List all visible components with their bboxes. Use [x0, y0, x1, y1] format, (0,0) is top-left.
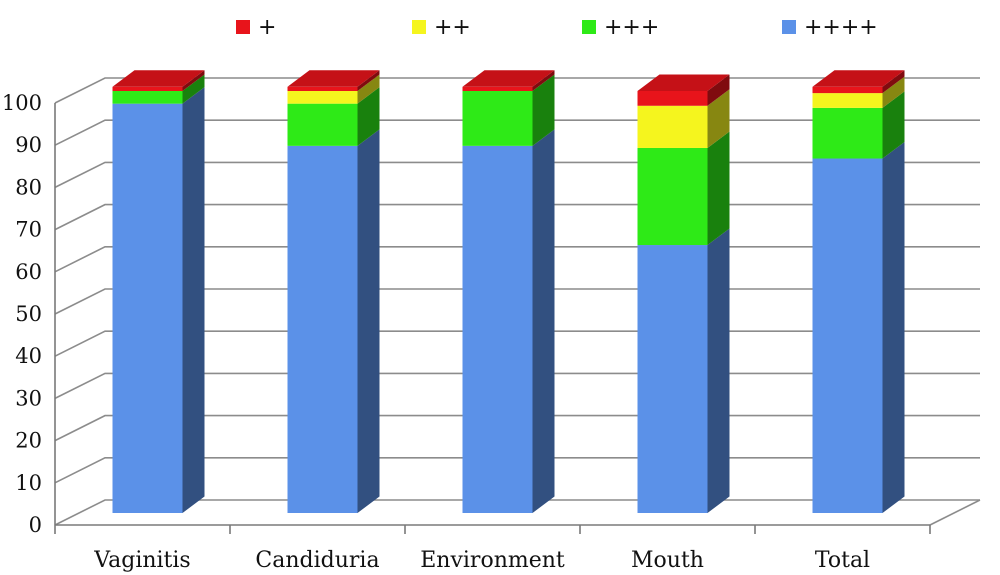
bar-side: [707, 131, 730, 246]
bar-segment: [462, 70, 555, 91]
bar-front: [112, 86, 183, 91]
bar-top: [812, 70, 905, 87]
y-tick-label: 30: [15, 386, 42, 410]
bar-segment: [287, 74, 380, 104]
bar-segment: [112, 87, 205, 513]
bar-front: [812, 93, 883, 108]
legend-swatch: [236, 20, 250, 34]
bar-side: [532, 129, 555, 514]
x-tick-label: Vaginitis: [93, 548, 190, 573]
bar-segment: [287, 87, 380, 146]
legend-item: ++++: [782, 15, 878, 40]
y-tick-label: 80: [15, 175, 42, 199]
legend-item: +: [236, 15, 276, 40]
bar-front: [287, 103, 358, 146]
legend: + ++ +++ ++++: [236, 15, 878, 40]
bar-side: [357, 74, 380, 104]
y-tick-label: 40: [15, 344, 42, 368]
bar-segment: [812, 91, 905, 159]
legend-label: +: [258, 15, 276, 40]
y-tick-label: 0: [29, 513, 42, 537]
tick-labels: 0 10 20 30 40 50 60 70 80 90 100 Vaginitis Candiduri…: [2, 91, 870, 573]
bar-top: [112, 70, 205, 87]
bar-segment: [112, 74, 205, 104]
bar-side: [707, 89, 730, 148]
bars: [112, 70, 905, 514]
bar-side: [882, 70, 905, 94]
bar-side: [532, 74, 555, 146]
bar-segment: [812, 142, 905, 513]
y-tick-label: 90: [15, 133, 42, 157]
legend-item: ++: [412, 15, 471, 40]
bar-segment: [112, 70, 205, 91]
bar-side: [182, 87, 205, 513]
bar-front: [812, 86, 883, 94]
bar-side: [182, 74, 205, 104]
bar-side: [707, 228, 730, 513]
bar-top: [462, 70, 555, 87]
bar-front: [812, 158, 883, 513]
axes: [54, 103, 981, 534]
bar-front: [112, 103, 183, 513]
legend-label: +++: [604, 15, 659, 40]
bar-side: [357, 70, 380, 91]
bar-side: [882, 91, 905, 159]
bar-front: [637, 245, 708, 513]
bar-segment: [637, 228, 730, 513]
bar-front: [287, 145, 358, 514]
bar-front: [462, 145, 533, 514]
bar-front: [462, 86, 533, 91]
bar-side: [532, 70, 555, 91]
bar-front: [462, 91, 533, 146]
bar-segment: [637, 74, 730, 106]
bar-segment: [287, 129, 380, 514]
bar-segment: [287, 70, 380, 91]
y-tick-label: 10: [15, 471, 42, 495]
bar-side: [707, 74, 730, 106]
x-tick-label: Candiduria: [255, 548, 379, 573]
bar-front: [637, 105, 708, 148]
x-tick-label: Environment: [420, 548, 565, 573]
legend-swatch: [782, 20, 796, 34]
bar-side: [357, 129, 380, 514]
floor-edge: [929, 499, 981, 526]
legend-label: ++++: [804, 15, 878, 40]
bar-top: [287, 70, 380, 87]
legend-swatch: [412, 20, 426, 34]
bar-front: [287, 86, 358, 91]
y-tick-label: 20: [15, 429, 42, 453]
legend-swatch: [582, 20, 596, 34]
bar-side: [882, 142, 905, 513]
bar-segment: [462, 129, 555, 514]
bar-segment: [637, 89, 730, 148]
bar-segment: [637, 131, 730, 246]
bar-side: [357, 87, 380, 146]
bar-segment: [462, 74, 555, 146]
bar-front: [287, 91, 358, 104]
y-tick-label: 70: [15, 218, 42, 242]
bar-side: [882, 76, 905, 108]
bar-segment: [812, 70, 905, 94]
bar-top: [637, 74, 730, 91]
x-tick-label: Mouth: [631, 548, 704, 573]
legend-item: +++: [582, 15, 659, 40]
bar-side: [182, 70, 205, 91]
bar-segment: [812, 76, 905, 108]
y-tick-label: 60: [15, 260, 42, 284]
y-tick-label: 100: [2, 91, 42, 115]
x-tick-label: Total: [815, 548, 870, 573]
bar-front: [112, 91, 183, 104]
bar-front: [637, 91, 708, 106]
bar-front: [637, 147, 708, 246]
bar-front: [812, 107, 883, 159]
y-tick-label: 50: [15, 302, 42, 326]
legend-label: ++: [434, 15, 471, 40]
